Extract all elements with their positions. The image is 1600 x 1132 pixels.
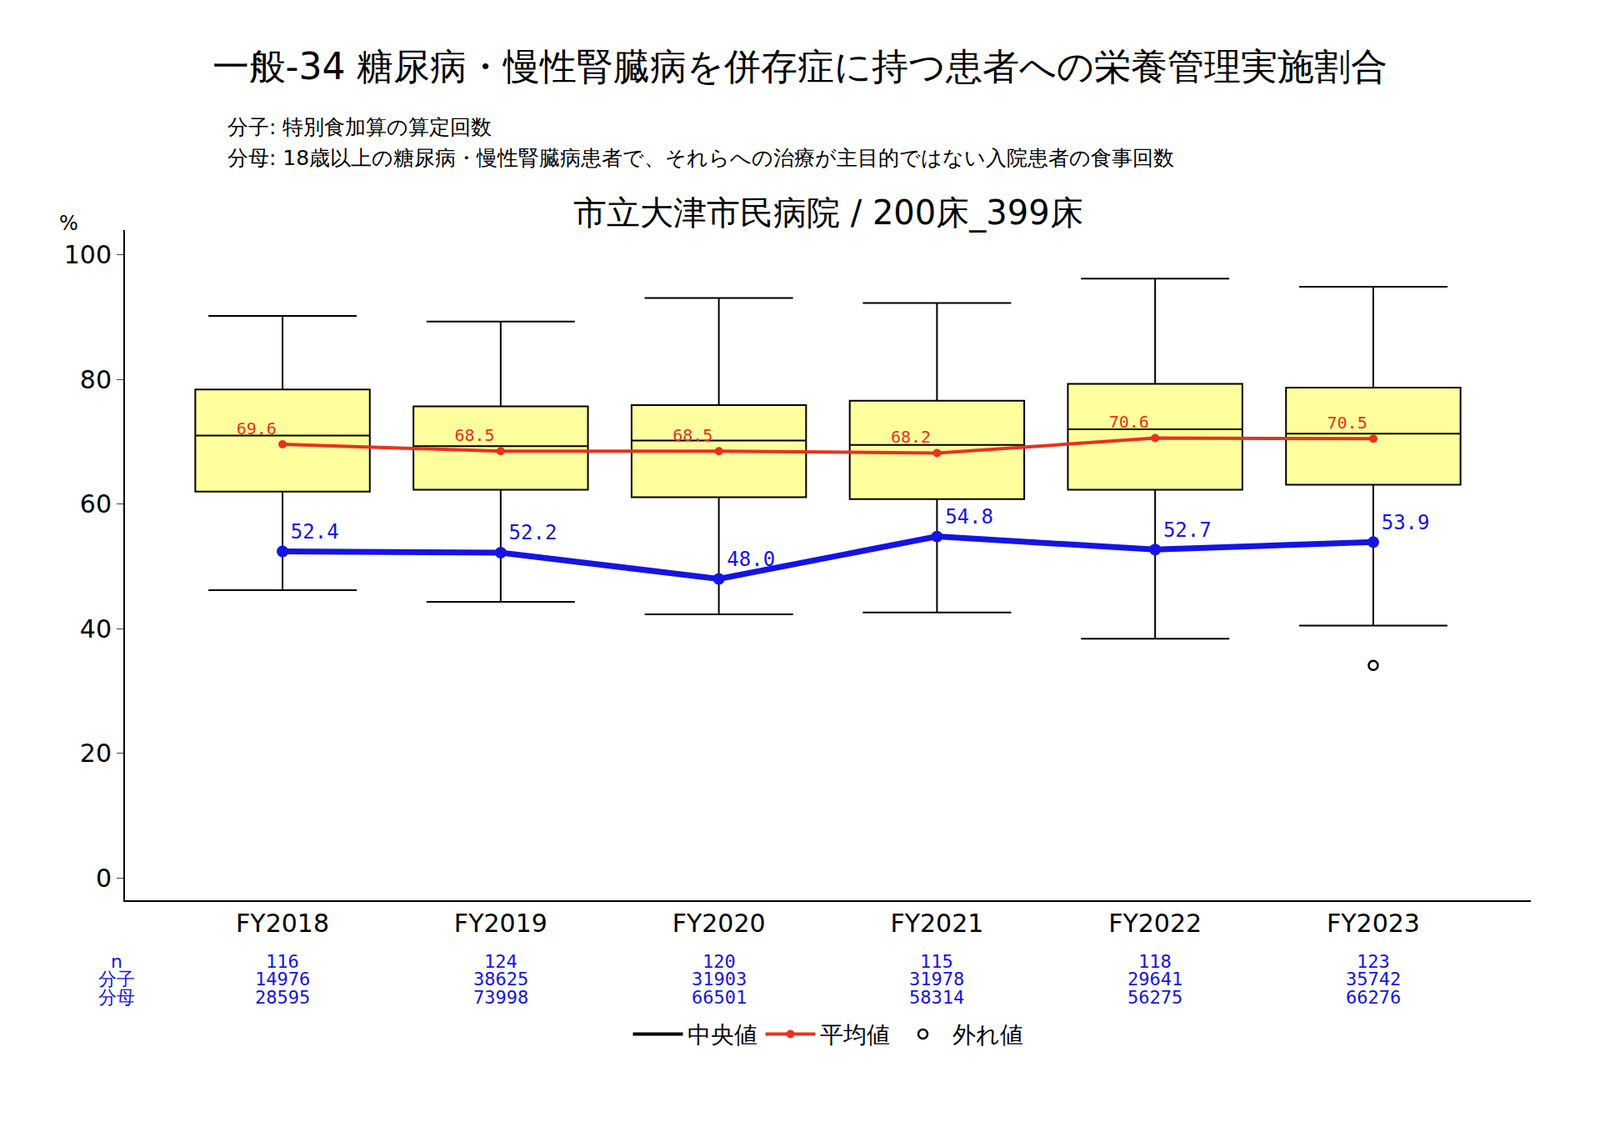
svg-text:52.7: 52.7 bbox=[1163, 518, 1212, 542]
svg-text:FY2022: FY2022 bbox=[1108, 908, 1202, 938]
svg-text:平均値: 平均値 bbox=[820, 1020, 890, 1049]
svg-text:29641: 29641 bbox=[1127, 968, 1183, 990]
svg-text:69.6: 69.6 bbox=[236, 418, 277, 439]
svg-text:116: 116 bbox=[265, 950, 300, 972]
svg-text:31903: 31903 bbox=[691, 968, 747, 990]
svg-text:市立大津市民病院 / 200床_399床: 市立大津市民病院 / 200床_399床 bbox=[573, 193, 1084, 233]
svg-text:n: n bbox=[110, 950, 123, 972]
svg-text:115: 115 bbox=[920, 950, 954, 972]
svg-text:38625: 38625 bbox=[473, 968, 529, 990]
svg-text:分母: 18歳以上の糖尿病・慢性腎臓病患者で、それらへの治療: 分母: 18歳以上の糖尿病・慢性腎臓病患者で、それらへの治療が主目的ではない入院… bbox=[227, 145, 1175, 170]
svg-text:28595: 28595 bbox=[255, 986, 310, 1008]
svg-text:35742: 35742 bbox=[1345, 968, 1401, 990]
svg-text:73998: 73998 bbox=[473, 986, 529, 1008]
svg-text:68.5: 68.5 bbox=[672, 425, 713, 445]
svg-text:60: 60 bbox=[80, 489, 112, 519]
svg-text:100: 100 bbox=[64, 240, 112, 270]
svg-text:31978: 31978 bbox=[909, 968, 965, 990]
svg-text:66276: 66276 bbox=[1345, 986, 1401, 1008]
svg-text:68.5: 68.5 bbox=[454, 425, 495, 445]
svg-text:FY2018: FY2018 bbox=[235, 908, 330, 938]
svg-text:124: 124 bbox=[484, 950, 518, 972]
svg-text:80: 80 bbox=[80, 365, 112, 395]
svg-text:53.9: 53.9 bbox=[1381, 510, 1430, 535]
svg-text:FY2020: FY2020 bbox=[672, 908, 766, 938]
svg-text:120: 120 bbox=[702, 950, 736, 972]
svg-text:48.0: 48.0 bbox=[726, 547, 775, 571]
svg-text:20: 20 bbox=[80, 738, 112, 768]
svg-text:54.8: 54.8 bbox=[945, 505, 994, 529]
svg-text:中央値: 中央値 bbox=[687, 1020, 758, 1049]
svg-text:70.5: 70.5 bbox=[1327, 412, 1368, 433]
svg-text:70.6: 70.6 bbox=[1109, 411, 1150, 432]
svg-text:分子: 分子 bbox=[98, 968, 135, 990]
svg-text:52.4: 52.4 bbox=[290, 520, 340, 544]
svg-text:118: 118 bbox=[1138, 950, 1172, 972]
svg-text:FY2023: FY2023 bbox=[1326, 908, 1420, 938]
svg-text:52.2: 52.2 bbox=[509, 520, 558, 545]
svg-text:40: 40 bbox=[80, 614, 112, 644]
svg-text:分子: 特別食加算の算定回数: 分子: 特別食加算の算定回数 bbox=[227, 115, 492, 140]
svg-text:FY2021: FY2021 bbox=[890, 908, 984, 938]
svg-text:123: 123 bbox=[1356, 950, 1390, 972]
svg-text:56275: 56275 bbox=[1127, 986, 1183, 1008]
svg-text:14976: 14976 bbox=[255, 968, 310, 990]
svg-text:外れ値: 外れ値 bbox=[952, 1020, 1024, 1049]
svg-text:58314: 58314 bbox=[909, 986, 965, 1008]
svg-text:一般-34 糖尿病・慢性腎臓病を併存症に持つ患者への栄養管理: 一般-34 糖尿病・慢性腎臓病を併存症に持つ患者への栄養管理実施割合 bbox=[212, 45, 1389, 88]
svg-text:%: % bbox=[59, 211, 79, 235]
svg-text:68.2: 68.2 bbox=[890, 426, 931, 447]
svg-text:0: 0 bbox=[95, 863, 112, 893]
svg-text:分母: 分母 bbox=[98, 986, 135, 1008]
svg-text:66501: 66501 bbox=[691, 986, 747, 1008]
svg-text:FY2019: FY2019 bbox=[454, 908, 548, 938]
